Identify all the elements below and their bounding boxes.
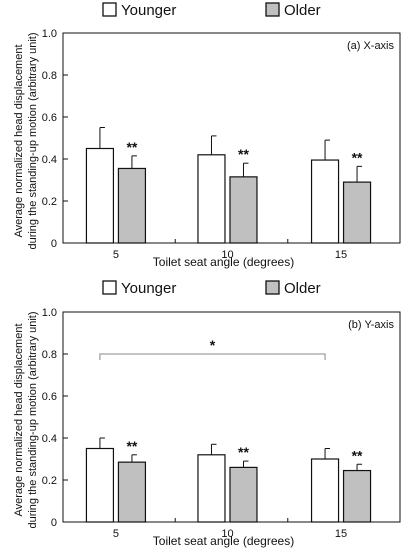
panel-label: (b) Y-axis	[348, 319, 394, 331]
x-tick-label-5: 5	[113, 528, 119, 540]
legend-label-younger: Younger	[121, 280, 176, 297]
x-axis-title: Toilet seat angle (degrees)	[153, 255, 294, 269]
legend-label-older: Older	[284, 280, 321, 297]
bar-older-5	[117, 461, 147, 523]
x-tick-label-10: 10	[221, 249, 233, 261]
legend: Younger Older	[102, 2, 321, 19]
bracket-line	[99, 353, 326, 360]
y-tick-label: 0	[51, 238, 57, 250]
y-axis-title-line-1: Average normalized head displacement	[13, 323, 25, 516]
y-tick-label: 0.2	[42, 196, 57, 208]
y-axis-title-line-2: during the standing-up motion (arbitrary…	[27, 32, 39, 249]
chart-panel-2: Younger Older (b) Y-axis 0 0.2 0.4 0.6 0.8 1.0 Av…	[13, 280, 401, 548]
x-tick-label-15: 15	[335, 528, 347, 540]
y-tick-label: 0	[51, 517, 57, 529]
bar-older-10	[229, 176, 258, 244]
y-axis-title-line-1: Average normalized head displacement	[13, 44, 25, 237]
x-tick-label-10: 10	[221, 528, 233, 540]
y-tick-label: 0.2	[42, 475, 57, 487]
bar-older-15	[342, 181, 372, 244]
y-tick-label: 0.8	[42, 349, 57, 361]
bar-older-10	[229, 466, 258, 523]
legend-swatch-older	[265, 2, 280, 17]
y-tick-label: 0.8	[42, 70, 57, 82]
significance-marker: **	[126, 438, 137, 454]
y-tick-label: 0.4	[42, 433, 57, 445]
legend-swatch-older	[265, 280, 280, 295]
y-tick-label: 0.6	[42, 391, 57, 403]
bar-younger-10	[197, 454, 226, 523]
bar-younger-15	[310, 458, 340, 523]
significance-marker: **	[352, 447, 363, 463]
bar-younger-15	[310, 159, 340, 244]
x-tick-label-15: 15	[335, 249, 347, 261]
significance-marker: **	[126, 139, 137, 155]
chart-panel-1: Younger Older (a) X-axis 0 0.2 0.4 0.6 0.8 1.0 Av…	[13, 2, 401, 269]
y-tick-label: 0.6	[42, 112, 57, 124]
y-axis-title-line-2: during the standing-up motion (arbitrary…	[27, 311, 39, 528]
bar-older-5	[117, 167, 147, 244]
y-tick-label: 0.4	[42, 154, 57, 166]
x-axis-title: Toilet seat angle (degrees)	[153, 534, 294, 548]
legend: Younger Older	[102, 280, 321, 297]
bracket-label: *	[210, 337, 216, 353]
legend-swatch-younger	[102, 2, 117, 17]
bar-younger-5	[85, 147, 115, 244]
significance-marker: **	[238, 444, 249, 460]
x-tick-label-5: 5	[113, 249, 119, 261]
legend-label-younger: Younger	[121, 2, 176, 19]
bar-younger-10	[197, 154, 226, 244]
panel-label: (a) X-axis	[347, 40, 395, 52]
bar-younger-5	[85, 447, 115, 523]
significance-bracket: *	[99, 337, 326, 360]
significance-marker: **	[352, 149, 363, 165]
y-tick-label: 1.0	[42, 28, 57, 40]
legend-swatch-younger	[102, 280, 117, 295]
bar-older-15	[342, 469, 372, 523]
significance-marker: **	[238, 146, 249, 162]
y-tick-label: 1.0	[42, 307, 57, 319]
legend-label-older: Older	[284, 2, 321, 19]
